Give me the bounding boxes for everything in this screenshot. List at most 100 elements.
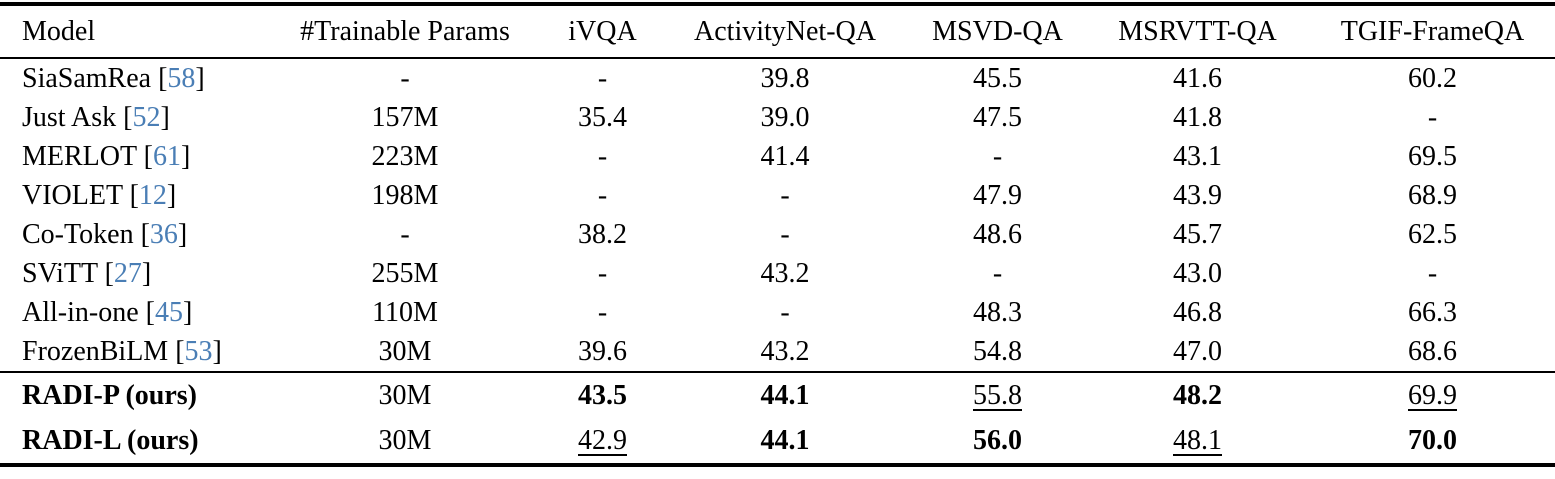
column-header: ActivityNet-QA	[694, 15, 876, 47]
score-value: -	[992, 140, 1003, 172]
score-cell: 38.2	[545, 215, 660, 254]
score-value: -	[597, 296, 608, 328]
column-header: MSVD-QA	[932, 15, 1063, 47]
score-cell: 66.3	[1310, 293, 1555, 332]
score-value: 38.2	[578, 218, 627, 250]
citation-bracket: [	[122, 179, 139, 211]
citation-bracket: ]	[141, 257, 152, 289]
score-cell: -	[545, 293, 660, 332]
score-cell: 70.0	[1310, 418, 1555, 465]
citation-link[interactable]: 12	[138, 179, 167, 211]
score-cell: 43.2	[660, 254, 910, 293]
score-value: -	[597, 62, 608, 94]
score-cell: 68.6	[1310, 332, 1555, 372]
score-value: 66.3	[1408, 296, 1457, 328]
score-cell: 198M	[265, 176, 545, 215]
citation-bracket: ]	[212, 335, 222, 367]
score-value: 46.8	[1173, 296, 1222, 328]
citation-link[interactable]: 58	[167, 62, 196, 94]
score-value: 39.8	[760, 62, 810, 94]
model-name: All-in-one	[22, 296, 139, 328]
score-cell: 48.3	[910, 293, 1085, 332]
score-value: -	[1427, 101, 1438, 133]
score-value: 43.2	[760, 257, 810, 289]
column-header: #Trainable Params	[300, 15, 510, 47]
score-value: 30M	[378, 379, 432, 411]
score-cell: 110M	[265, 293, 545, 332]
score-cell: 56.0	[910, 418, 1085, 465]
score-cell: 44.1	[660, 372, 910, 418]
citation-bracket: [	[116, 101, 133, 133]
score-value: 43.1	[1173, 140, 1222, 172]
score-cell: 157M	[265, 98, 545, 137]
baseline-rows-section: SiaSamRea [58] - - 39.8 45.5 41.6 60.2 Just Ask…	[0, 58, 1555, 372]
score-cell: 43.2	[660, 332, 910, 372]
table-row: SViTT [27] 255M - 43.2 - 43.0 -	[0, 254, 1555, 293]
score-value: 48.6	[973, 218, 1022, 250]
score-value: 41.6	[1173, 62, 1222, 94]
model-name: VIOLET	[22, 179, 123, 211]
score-value: -	[780, 218, 790, 250]
score-cell: 62.5	[1310, 215, 1555, 254]
score-cell: 30M	[265, 418, 545, 465]
score-cell: 30M	[265, 372, 545, 418]
score-value: 44.1	[760, 424, 810, 456]
citation-link[interactable]: 53	[184, 335, 213, 367]
score-cell: 48.2	[1085, 372, 1310, 418]
score-cell: 47.9	[910, 176, 1085, 215]
score-cell: 223M	[265, 137, 545, 176]
score-cell: -	[265, 58, 545, 98]
model-name-cell: FrozenBiLM [53]	[0, 332, 265, 372]
score-cell: -	[660, 215, 910, 254]
score-value: 43.9	[1173, 179, 1222, 211]
citation-bracket: [	[133, 218, 150, 250]
table-header: Model #Trainable Params iVQA ActivityNet-QA…	[0, 4, 1555, 58]
score-cell: -	[545, 58, 660, 98]
score-value: 48.2	[1173, 379, 1222, 411]
score-cell: -	[265, 215, 545, 254]
score-value: -	[597, 179, 608, 211]
score-value: 69.9	[1408, 379, 1457, 411]
score-cell: 43.1	[1085, 137, 1310, 176]
score-value: -	[780, 296, 790, 328]
model-name-cell: MERLOT [61]	[0, 137, 265, 176]
citation-link[interactable]: 27	[113, 257, 142, 289]
citation-bracket: ]	[177, 218, 188, 250]
score-cell: 69.5	[1310, 137, 1555, 176]
citation-link[interactable]: 36	[149, 218, 178, 250]
model-name-cell: SiaSamRea [58]	[0, 58, 265, 98]
score-cell: -	[1310, 254, 1555, 293]
header-row: Model #Trainable Params iVQA ActivityNet-QA…	[0, 4, 1555, 58]
score-value: 223M	[371, 140, 439, 172]
column-header: MSRVTT-QA	[1118, 15, 1277, 47]
score-cell: 68.9	[1310, 176, 1555, 215]
score-cell: 47.0	[1085, 332, 1310, 372]
score-value: 35.4	[578, 101, 627, 133]
citation-bracket: [	[138, 296, 155, 328]
model-name-cell: Just Ask [52]	[0, 98, 265, 137]
table-row: Just Ask [52] 157M 35.4 39.0 47.5 41.8 -	[0, 98, 1555, 137]
score-value: -	[597, 257, 608, 289]
model-name: RADI-L (ours)	[22, 424, 199, 456]
score-cell: 69.9	[1310, 372, 1555, 418]
citation-bracket: ]	[180, 140, 191, 172]
score-value: 43.2	[760, 335, 810, 367]
score-cell: 30M	[265, 332, 545, 372]
score-cell: 41.4	[660, 137, 910, 176]
model-name-cell: All-in-one [45]	[0, 293, 265, 332]
citation-bracket: [	[168, 335, 185, 367]
score-value: -	[400, 62, 410, 94]
model-name: Co-Token	[22, 218, 134, 250]
score-value: 47.5	[973, 101, 1022, 133]
score-value: 56.0	[973, 424, 1022, 456]
table-row: FrozenBiLM [53] 30M 39.6 43.2 54.8 47.0 68.6	[0, 332, 1555, 372]
citation-link[interactable]: 45	[154, 296, 183, 328]
score-value: 45.7	[1173, 218, 1222, 250]
citation-link[interactable]: 61	[152, 140, 181, 172]
ours-rows-section: RADI-P (ours) 30M 43.5 44.1 55.8 48.2 69.9 RADI…	[0, 372, 1555, 465]
table-row: MERLOT [61] 223M - 41.4 - 43.1 69.5	[0, 137, 1555, 176]
score-cell: 43.0	[1085, 254, 1310, 293]
citation-link[interactable]: 52	[132, 101, 161, 133]
score-cell: 43.9	[1085, 176, 1310, 215]
citation-bracket: ]	[195, 62, 205, 94]
